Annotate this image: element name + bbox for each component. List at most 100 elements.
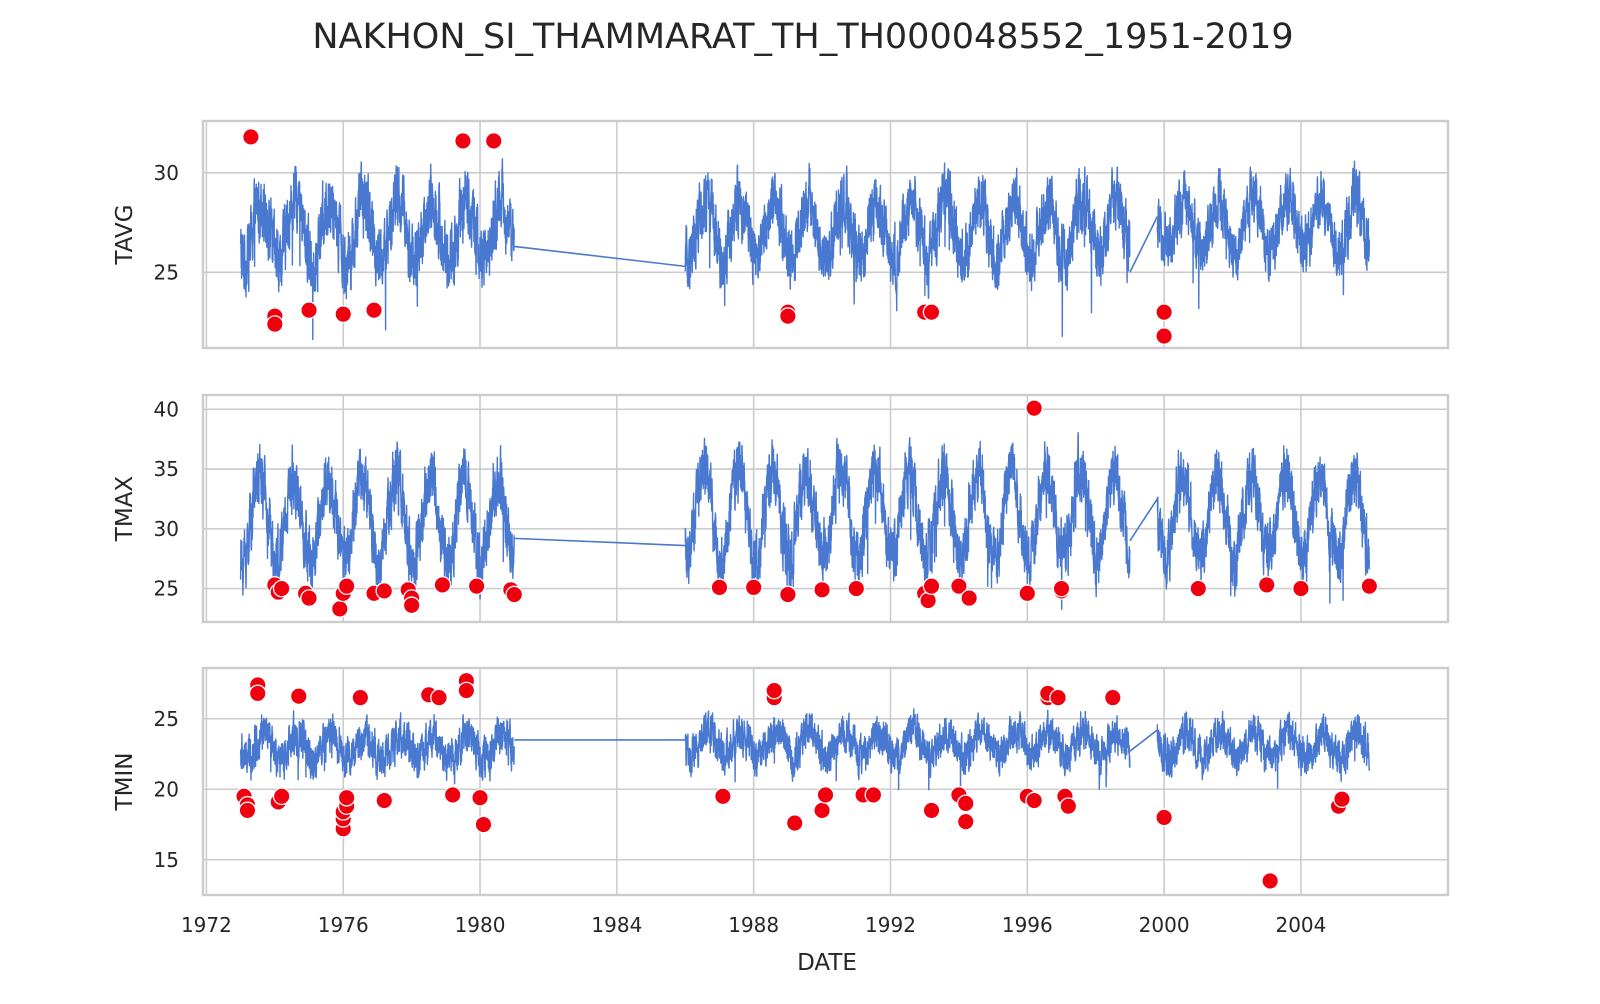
outlier-point	[433, 576, 452, 594]
outlier-point	[847, 579, 866, 598]
y-axis-label-tmin: TMIN	[112, 753, 138, 812]
panel-frame	[201, 393, 1450, 624]
outlier-point	[265, 315, 284, 333]
y-tick-label: 40	[154, 397, 179, 421]
outlier-point	[714, 787, 732, 806]
outlier-point	[467, 577, 486, 596]
x-tick-label: 2004	[1275, 913, 1326, 937]
outlier-point	[779, 585, 797, 604]
outlier-point	[1018, 584, 1037, 603]
outlier-point	[337, 577, 356, 596]
x-tick-label: 1988	[728, 913, 779, 937]
outlier-point	[1052, 579, 1071, 598]
series-line-tavg-segment-0	[239, 158, 515, 341]
panels: 25 30 TAVG 25 30 35 40 TMAX 15 20 25 TMIN	[112, 119, 1450, 897]
x-tick-label: 1992	[865, 913, 916, 937]
outlier-point	[950, 577, 968, 596]
outlier-point	[710, 578, 729, 597]
outlier-point	[430, 688, 448, 707]
outlier-point	[402, 596, 421, 615]
outlier-point	[956, 812, 975, 831]
y-tick-label: 35	[154, 457, 179, 481]
outlier-point	[1360, 577, 1379, 596]
outlier-point	[443, 786, 462, 804]
y-axis-label-tmax: TMAX	[112, 476, 138, 543]
connector-line-0	[514, 245, 686, 268]
outlier-point	[779, 307, 797, 325]
outlier-point	[300, 301, 318, 320]
outlier-point	[365, 301, 383, 320]
panel-frame	[201, 119, 1450, 350]
x-tick-label: 2000	[1139, 913, 1190, 937]
panel-tmin: 15 20 25 TMIN	[112, 666, 1450, 897]
outlier-point	[337, 788, 356, 807]
outlier-point	[272, 579, 291, 598]
panel-tavg: 25 30 TAVG	[112, 119, 1450, 350]
series-line-tmin-segment-0	[239, 710, 515, 785]
outlier-point	[1025, 791, 1043, 810]
y-tick-label: 20	[154, 777, 179, 801]
outlier-point	[1049, 688, 1067, 707]
outlier-point	[248, 684, 267, 703]
outlier-point	[1189, 579, 1208, 598]
y-axis-label-tavg: TAVG	[112, 204, 138, 265]
x-axis-ticks: 1972 1976 1980 1984 1988 1992 1996 2000 2004	[181, 913, 1326, 937]
series-line-tavg-segment-1	[684, 162, 1131, 338]
outlier-point	[330, 600, 349, 618]
panel-frame	[201, 666, 1450, 897]
outlier-point	[1292, 579, 1310, 598]
connector-line-1	[1129, 216, 1158, 273]
series-line-tmax-segment-0	[239, 441, 515, 600]
series-line-tavg-segment-2	[1156, 160, 1371, 310]
outlier-point	[1257, 576, 1276, 594]
series-line-tmin-segment-1	[684, 708, 1131, 796]
y-tick-label: 15	[154, 848, 179, 872]
outlier-point	[505, 585, 524, 604]
series-line-tmax-segment-1	[684, 432, 1131, 611]
outlier-point	[242, 128, 260, 146]
y-tick-label: 25	[154, 577, 179, 601]
x-tick-label: 1984	[591, 913, 642, 937]
series-line-tmax-segment-2	[1156, 445, 1371, 604]
outlier-point	[765, 681, 784, 700]
x-axis-label: DATE	[797, 950, 857, 976]
outlier-point	[956, 794, 975, 813]
outlier-point	[474, 815, 493, 834]
outlier-point	[1103, 688, 1122, 707]
series-line-tmin-segment-2	[1156, 710, 1370, 789]
outlier-point	[1155, 327, 1173, 345]
outlier-point	[813, 580, 831, 599]
outlier-point	[1333, 790, 1351, 808]
x-tick-label: 1996	[1002, 913, 1053, 937]
outlier-point	[351, 688, 370, 707]
y-tick-label: 25	[154, 707, 179, 731]
outlier-point	[785, 814, 804, 832]
outlier-point	[922, 801, 941, 820]
outlier-point	[1155, 303, 1173, 322]
outlier-point	[1261, 872, 1279, 890]
connector-line-0	[514, 537, 686, 547]
outlier-point	[1025, 399, 1043, 417]
outlier-point	[922, 577, 941, 596]
outlier-point	[1059, 797, 1078, 816]
outlier-point	[289, 687, 308, 706]
outlier-point	[300, 589, 318, 607]
x-tick-label: 1980	[455, 913, 506, 937]
outlier-point	[1155, 808, 1173, 827]
y-tick-label: 30	[154, 517, 179, 541]
outlier-point	[744, 578, 763, 597]
outlier-point	[471, 788, 489, 807]
outlier-point	[375, 791, 394, 810]
x-tick-label: 1976	[318, 913, 369, 937]
outlier-point	[919, 591, 937, 610]
chart-title: NAKHON_SI_THAMMARAT_TH_TH000048552_1951-…	[312, 17, 1293, 57]
outlier-point	[272, 787, 291, 806]
outlier-point	[484, 132, 503, 150]
outlier-point	[816, 786, 835, 804]
outlier-point	[334, 305, 353, 323]
outlier-point	[454, 132, 472, 150]
outlier-point	[457, 681, 476, 700]
outlier-point	[238, 801, 257, 820]
